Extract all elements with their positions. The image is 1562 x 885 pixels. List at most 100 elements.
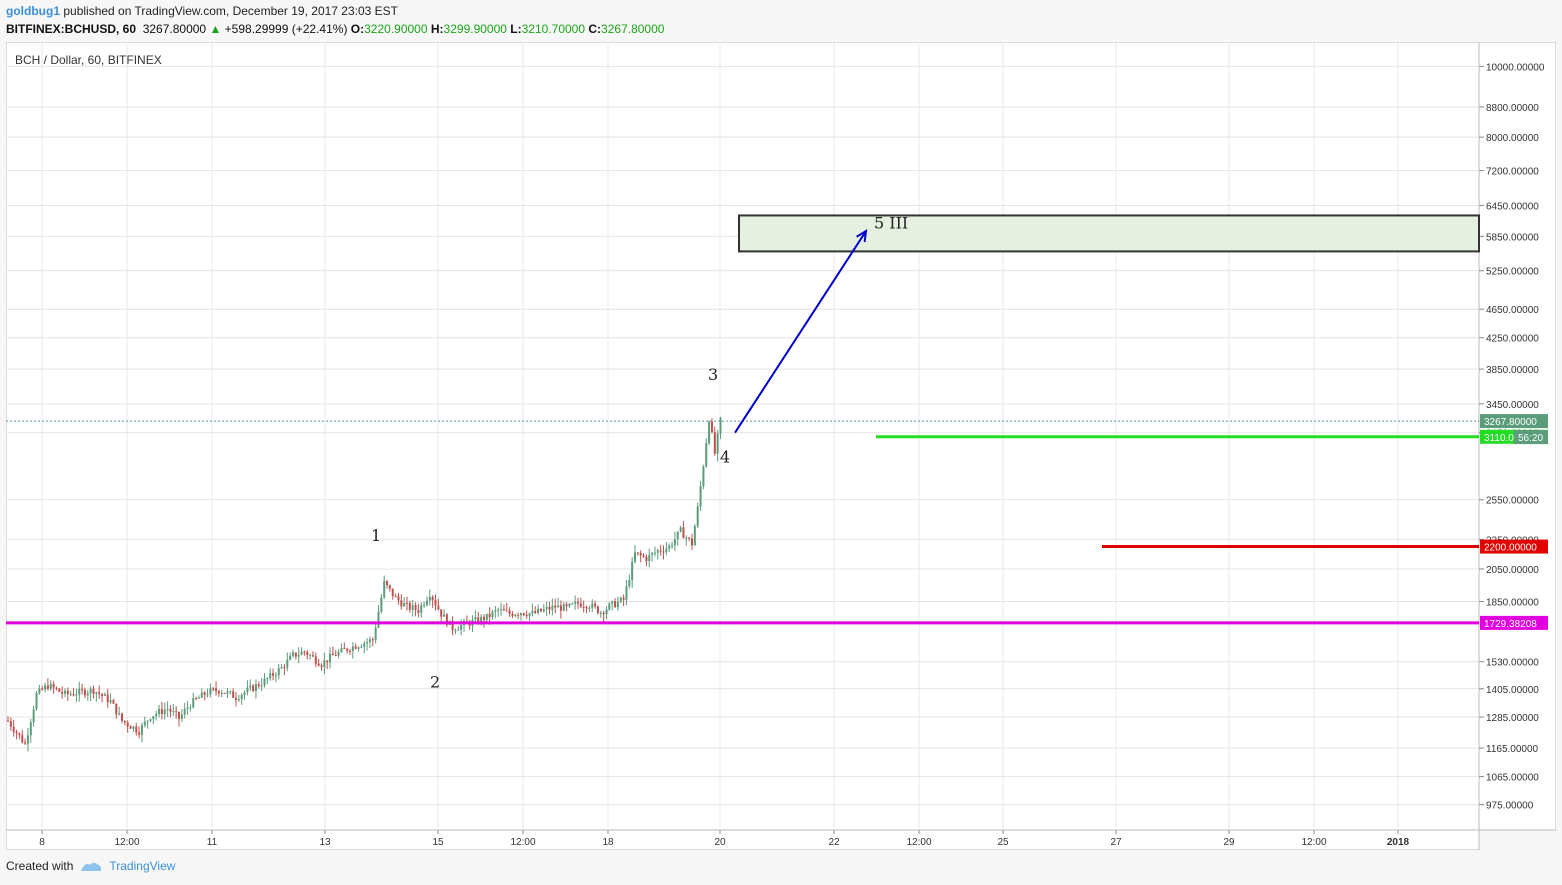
ohlc-header: BITFINEX:BCHUSD, 60 3267.80000 ▲ +598.29…	[6, 22, 664, 36]
candle-body	[648, 554, 651, 562]
candle-body	[140, 725, 143, 735]
candle-body	[599, 612, 602, 614]
x-tick-label: 13	[319, 837, 331, 848]
candle-body	[78, 688, 81, 695]
candle-body	[537, 608, 540, 613]
candle-body	[517, 614, 520, 616]
candle-body	[585, 607, 588, 609]
candle-body	[508, 610, 511, 614]
candle-body	[183, 709, 186, 715]
candle-body	[215, 688, 218, 692]
candle-body	[121, 713, 123, 721]
tradingview-logo-icon[interactable]	[79, 859, 103, 873]
candle-body	[705, 443, 708, 467]
candle-body	[217, 691, 220, 694]
projection-arrow[interactable]	[734, 229, 868, 434]
horizontal-levels[interactable]	[6, 435, 1479, 625]
x-tick-label: 12:00	[510, 837, 535, 848]
candle-body	[571, 603, 574, 605]
candle-body	[246, 687, 249, 693]
author-name[interactable]: goldbug1	[6, 4, 60, 18]
candle-body	[414, 605, 417, 610]
countdown-badge	[1514, 430, 1548, 445]
candle-body	[263, 678, 266, 686]
candle-body	[437, 605, 440, 610]
candle-body	[557, 605, 560, 608]
candle-body	[374, 627, 377, 640]
candle-body	[163, 709, 166, 715]
candle-body	[440, 609, 443, 617]
gridlines	[6, 42, 1479, 830]
candle-body	[591, 603, 594, 608]
candle-body	[408, 603, 411, 610]
candle-body	[169, 708, 172, 712]
candle-body	[685, 537, 688, 539]
arrow-shaft[interactable]	[734, 230, 867, 434]
candle-body	[323, 660, 326, 668]
candle-body	[708, 421, 711, 444]
candle-body	[354, 646, 357, 649]
y-tick-label: 10000.00000	[1486, 62, 1545, 73]
candle-body	[639, 552, 642, 556]
level-badge-text: 2200.00000	[1484, 543, 1537, 554]
candle-body	[146, 720, 149, 722]
candle-body	[391, 588, 394, 597]
candle-body	[109, 700, 112, 703]
candle-body	[482, 616, 485, 621]
candle-body	[568, 603, 571, 607]
candle-body	[386, 580, 389, 586]
candle-body	[289, 655, 292, 660]
candle-body	[534, 611, 537, 613]
candle-body	[582, 606, 585, 608]
candle-body	[272, 673, 275, 676]
created-with-text: Created with	[6, 859, 74, 873]
tradingview-link[interactable]: TradingView	[109, 859, 176, 873]
candle-body	[497, 609, 500, 611]
candle-body	[112, 700, 115, 704]
candle-body	[212, 688, 215, 690]
candle-body	[485, 613, 488, 621]
candle-body	[326, 660, 329, 663]
candle-body	[668, 545, 671, 549]
publish-header: goldbug1 published on TradingView.com, D…	[6, 4, 398, 18]
wave-label: 4	[720, 447, 730, 466]
wave-label: 3	[708, 365, 718, 384]
candle-body	[671, 545, 674, 547]
candle-body	[351, 646, 354, 652]
candle-body	[662, 551, 665, 553]
candle-body	[505, 610, 508, 612]
candle-body	[92, 688, 95, 694]
candle-body	[89, 688, 92, 694]
candle-body	[525, 614, 528, 617]
y-tick-label: 6450.00000	[1486, 201, 1539, 212]
close-label: C:	[588, 22, 602, 36]
candle-body	[511, 613, 514, 617]
y-tick-label: 975.00000	[1486, 801, 1534, 812]
candle-body	[149, 719, 152, 721]
candle-body	[58, 688, 61, 692]
candle-body	[317, 663, 320, 666]
candle-body	[329, 653, 332, 663]
candle-body	[115, 703, 118, 715]
candle-body	[554, 605, 557, 608]
time-axis[interactable]	[5, 829, 1480, 851]
candle-body	[403, 602, 406, 607]
candle-body	[577, 601, 579, 604]
candle-body	[520, 613, 522, 616]
target-zone[interactable]	[738, 214, 1480, 253]
symbol-label: BITFINEX:BCHUSD, 60	[6, 22, 137, 36]
price-chart[interactable]: BCH / Dollar, 60, BITFINEX 10000.0000088…	[5, 41, 1557, 851]
candle-body	[249, 685, 252, 688]
candle-body	[397, 596, 400, 601]
candle-body	[542, 609, 545, 612]
candle-body	[311, 655, 314, 657]
candle-body	[64, 690, 66, 694]
x-tick-label: 22	[828, 837, 840, 848]
wave-label: 5 III	[874, 213, 908, 232]
candle-body	[103, 694, 106, 696]
candle-body	[41, 688, 44, 690]
chart-frame[interactable]: BCH / Dollar, 60, BITFINEX 10000.00000 88…	[5, 41, 1557, 851]
y-tick-label: 3450.00000	[1486, 400, 1539, 411]
candle-body	[7, 720, 9, 722]
y-tick-label: 3850.00000	[1486, 365, 1539, 376]
